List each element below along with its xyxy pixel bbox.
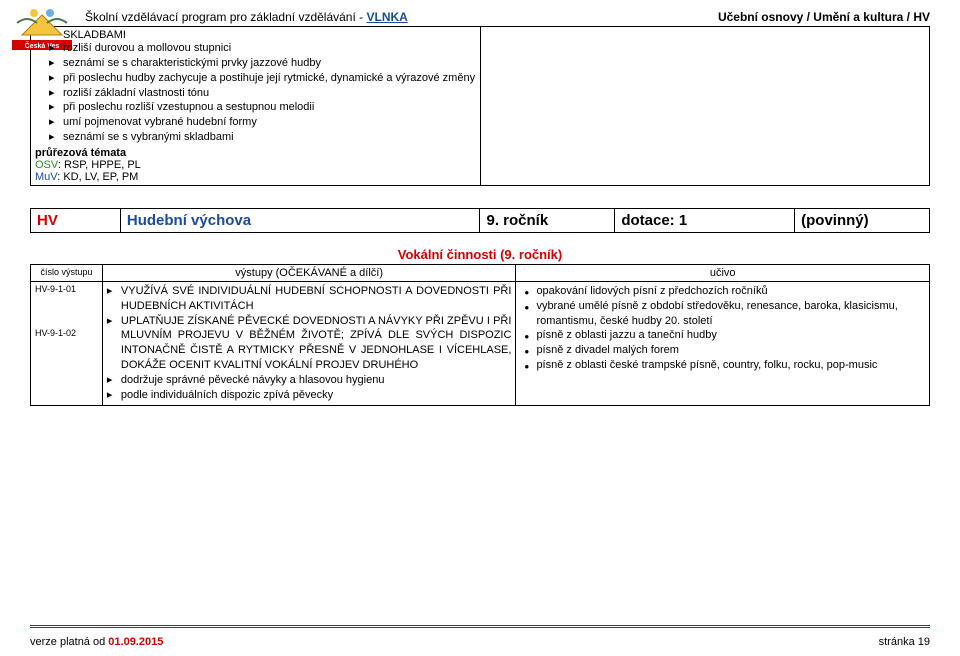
top-bullet: seznámí se s vybranými skladbami [49, 130, 476, 145]
col-head-outputs: výstupy (OČEKÁVANÉ a dílčí) [102, 264, 516, 281]
section-title: Vokální činnosti (9. ročník) [30, 247, 930, 262]
muv-line: MuV: KD, LV, EP, PM [35, 171, 476, 183]
cross-topics-label: průřezová témata [35, 147, 476, 159]
page-header: Školní vzdělávací program pro základní v… [85, 10, 930, 24]
subject-mandatory: (povinný) [795, 208, 930, 232]
header-program-name: VLNKA [366, 10, 407, 24]
page-footer: verze platná od 01.09.2015 stránka 19 [30, 636, 930, 648]
outputs-cell: VYUŽÍVÁ SVÉ INDIVIDUÁLNÍ HUDEBNÍ SCHOPNO… [102, 281, 516, 405]
ucivo-item: písně z divadel malých forem [524, 343, 925, 358]
top-right-cell [480, 27, 930, 186]
col-head-ucivo: učivo [516, 264, 930, 281]
top-content-table: SKLADBAMI rozliší durovou a mollovou stu… [30, 26, 930, 186]
outputs-list: VYUŽÍVÁ SVÉ INDIVIDUÁLNÍ HUDEBNÍ SCHOPNO… [107, 284, 512, 403]
header-right: Učební osnovy / Umění a kultura / HV [718, 10, 930, 24]
top-left-cell: SKLADBAMI rozliší durovou a mollovou stu… [31, 27, 481, 186]
ucivo-item: opakování lidových písní z předchozích r… [524, 284, 925, 299]
footer-prefix: verze platná od [30, 636, 108, 648]
subject-grade: 9. ročník [480, 208, 615, 232]
subject-code: HV [31, 208, 121, 232]
top-bullet-list: rozliší durovou a mollovou stupnici sezn… [35, 41, 476, 145]
osv-line: OSV: RSP, HPPE, PL [35, 159, 476, 171]
footer-left: verze platná od 01.09.2015 [30, 636, 163, 648]
ucivo-item: písně z oblasti české trampské písně, co… [524, 358, 925, 373]
header-left: Školní vzdělávací program pro základní v… [85, 10, 408, 24]
ucivo-list: opakování lidových písní z předchozích r… [520, 284, 925, 373]
top-bullet: při poslechu rozliší vzestupnou a sestup… [49, 100, 476, 115]
outcomes-table: číslo výstupu výstupy (OČEKÁVANÉ a dílčí… [30, 264, 930, 406]
subject-bar: HV Hudební výchova 9. ročník dotace: 1 (… [30, 208, 930, 233]
subject-dotace: dotace: 1 [615, 208, 795, 232]
outcome-id: HV-9-1-01 [35, 284, 98, 294]
ucivo-cell: opakování lidových písní z předchozích r… [516, 281, 930, 405]
col-head-id: číslo výstupu [31, 264, 103, 281]
output-item: dodržuje správné pěvecké návyky a hlasov… [107, 373, 512, 388]
outcome-id: HV-9-1-02 [35, 328, 98, 338]
cross-topics: průřezová témata OSV: RSP, HPPE, PL MuV:… [35, 147, 476, 183]
subject-name: Hudební výchova [120, 208, 480, 232]
top-bullet: seznámí se s charakteristickými prvky ja… [49, 56, 476, 71]
id-cell: HV-9-1-01 HV-9-1-02 [31, 281, 103, 405]
top-bullet: rozliší durovou a mollovou stupnici [49, 41, 476, 56]
ucivo-item: písně z oblasti jazzu a taneční hudby [524, 328, 925, 343]
footer-page: stránka 19 [879, 636, 930, 648]
footer-date: 01.09.2015 [108, 636, 163, 648]
top-first-line: SKLADBAMI [35, 29, 476, 41]
top-bullet: umí pojmenovat vybrané hudební formy [49, 115, 476, 130]
output-item: VYUŽÍVÁ SVÉ INDIVIDUÁLNÍ HUDEBNÍ SCHOPNO… [107, 284, 512, 314]
ucivo-item: vybrané umělé písně z období středověku,… [524, 299, 925, 329]
top-bullet: rozliší základní vlastnosti tónu [49, 86, 476, 101]
top-bullet: při poslechu hudby zachycuje a postihuje… [49, 71, 476, 86]
output-item: podle individuálních dispozic zpívá pěve… [107, 388, 512, 403]
output-item: UPLATŇUJE ZÍSKANÉ PĚVECKÉ DOVEDNOSTI A N… [107, 314, 512, 373]
footer-divider [30, 625, 930, 628]
header-prefix: Školní vzdělávací program pro základní v… [85, 10, 366, 24]
